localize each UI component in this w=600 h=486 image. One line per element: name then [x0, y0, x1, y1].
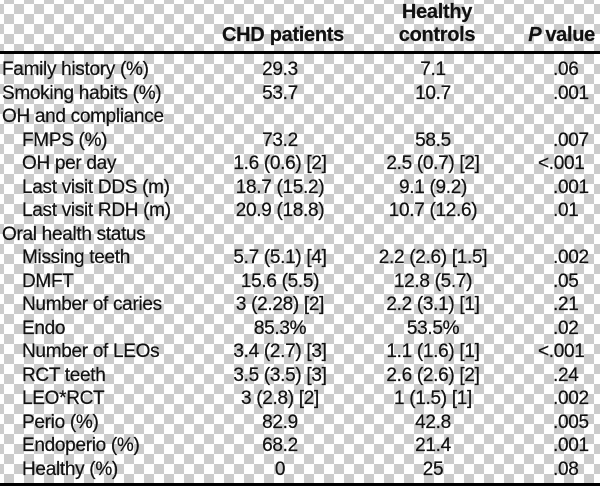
healthy-controls-value: 2.5 (0.7) [2]: [386, 153, 480, 174]
chd-patients-value: 85.3%: [253, 317, 307, 339]
p-value: .001: [553, 176, 589, 198]
table-row: Endo 85.3% 53.5% .02: [0, 317, 600, 341]
row-label: Perio (%): [22, 411, 99, 433]
chd-patients-value: 82.9: [262, 411, 298, 433]
table-row: Oral health status: [0, 223, 600, 247]
healthy-controls-value: 2.2 (3.1) [1]: [386, 294, 480, 315]
p-value: .01: [553, 200, 579, 221]
row-label: Healthy (%): [22, 458, 118, 480]
row-label: Oral health status: [2, 223, 146, 245]
chd-patients-value: 0: [274, 458, 286, 480]
table-row: Number of LEOs 3.4 (2.7) [3] 1.1 (1.6) […: [0, 340, 600, 364]
chd-patients-value: 3.5 (3.5) [3]: [233, 364, 327, 386]
table-row: FMPS (%) 73.2 58.5 .007: [0, 129, 600, 153]
p-value: .08: [553, 458, 579, 480]
row-label: RCT teeth: [22, 364, 106, 386]
healthy-controls-value: 9.1 (9.2): [398, 176, 468, 198]
chd-patients-value: 68.2: [262, 435, 298, 456]
row-label: Missing teeth: [22, 247, 131, 268]
chd-patients-value: 73.2: [262, 129, 298, 151]
p-value: .005: [553, 411, 589, 433]
table-row: LEO*RCT 3 (2.8) [2] 1 (1.5) [1] .002: [0, 387, 600, 411]
chd-patients-value: 15.6 (5.5): [240, 270, 320, 292]
table-row: Smoking habits (%) 53.7 10.7 .001: [0, 82, 600, 106]
p-value: .06: [553, 59, 579, 80]
chd-patients-value: 53.7: [262, 82, 298, 104]
table-row: OH and compliance: [0, 105, 600, 129]
healthy-controls-value: 53.5%: [406, 317, 460, 339]
row-label: Family history (%): [2, 59, 149, 80]
p-value: .02: [553, 317, 579, 339]
chd-patients-value: 18.7 (15.2): [235, 176, 325, 198]
column-header-healthy-line1: Healthy: [401, 1, 473, 23]
row-label: FMPS (%): [22, 129, 108, 151]
healthy-controls-value: 58.5: [415, 129, 451, 151]
header-rule: [0, 51, 600, 54]
row-label: LEO*RCT: [22, 388, 105, 409]
row-label: Endoperio (%): [22, 435, 140, 456]
p-value: .21: [553, 294, 579, 315]
table-row: Missing teeth 5.7 (5.1) [4] 2.2 (2.6) [1…: [0, 246, 600, 270]
chd-patients-value: 20.9 (18.8): [235, 200, 325, 221]
chd-patients-value: 3 (2.28) [2]: [235, 294, 325, 315]
table-row: Perio (%) 82.9 42.8 .005: [0, 411, 600, 435]
healthy-controls-value: 12.8 (5.7): [393, 270, 473, 292]
chd-patients-value: 3 (2.8) [2]: [240, 388, 320, 409]
healthy-controls-value: 10.7 (12.6): [388, 200, 478, 221]
chd-patients-value: 5.7 (5.1) [4]: [233, 247, 327, 268]
healthy-controls-value: 2.6 (2.6) [2]: [386, 364, 480, 386]
row-label: Number of LEOs: [22, 341, 160, 362]
p-value: .24: [553, 364, 579, 386]
table-row: Healthy (%) 0 25 .08: [0, 458, 600, 482]
row-label: Last visit RDH (m): [22, 200, 171, 221]
row-label: Endo: [22, 317, 66, 339]
chd-patients-value: 29.3: [262, 59, 298, 80]
column-header-chd-patients: CHD patients: [222, 24, 344, 46]
p-value: .002: [553, 247, 589, 268]
p-value: .001: [553, 435, 589, 456]
row-label: OH per day: [22, 153, 117, 174]
healthy-controls-value: 1.1 (1.6) [1]: [386, 341, 480, 362]
table-row: OH per day 1.6 (0.6) [2] 2.5 (0.7) [2] <…: [0, 152, 600, 176]
healthy-controls-value: 42.8: [415, 411, 451, 433]
p-value: .05: [553, 270, 579, 292]
table-row: Last visit DDS (m) 18.7 (15.2) 9.1 (9.2)…: [0, 176, 600, 200]
table-row: Last visit RDH (m) 20.9 (18.8) 10.7 (12.…: [0, 199, 600, 223]
p-value: <.001: [538, 341, 585, 362]
healthy-controls-value: 2.2 (2.6) [1.5]: [378, 247, 488, 268]
chd-patients-value: 3.4 (2.7) [3]: [233, 341, 327, 362]
p-value: .001: [553, 82, 589, 104]
table-row: Number of caries 3 (2.28) [2] 2.2 (3.1) …: [0, 293, 600, 317]
column-header-healthy-line2: controls: [398, 24, 476, 46]
table-row: Endoperio (%) 68.2 21.4 .001: [0, 434, 600, 458]
p-value: .002: [553, 388, 589, 409]
p-value: .007: [553, 129, 589, 151]
table-row: RCT teeth 3.5 (3.5) [3] 2.6 (2.6) [2] .2…: [0, 364, 600, 388]
healthy-controls-value: 25: [422, 458, 444, 480]
healthy-controls-value: 10.7: [415, 82, 451, 104]
bottom-rule: [0, 483, 600, 486]
row-label: Smoking habits (%): [2, 82, 162, 104]
healthy-controls-value: 7.1: [420, 59, 446, 80]
table-row: DMFT 15.6 (5.5) 12.8 (5.7) .05: [0, 270, 600, 294]
table-body: Family history (%) 29.3 7.1 .06 Smoking …: [0, 58, 600, 481]
row-label: Last visit DDS (m): [22, 176, 170, 198]
healthy-controls-value: 1 (1.5) [1]: [393, 388, 473, 409]
column-header-healthy-controls: Healthy controls: [377, 1, 497, 47]
table-row: Family history (%) 29.3 7.1 .06: [0, 58, 600, 82]
p-value-italic-letter: P: [528, 24, 542, 46]
p-value: <.001: [538, 153, 585, 174]
p-value-word: value: [545, 24, 595, 46]
row-label: Number of caries: [22, 294, 162, 315]
row-label: DMFT: [22, 270, 74, 292]
healthy-controls-value: 21.4: [415, 435, 451, 456]
row-label: OH and compliance: [2, 106, 164, 127]
chd-patients-value: 1.6 (0.6) [2]: [233, 153, 327, 174]
